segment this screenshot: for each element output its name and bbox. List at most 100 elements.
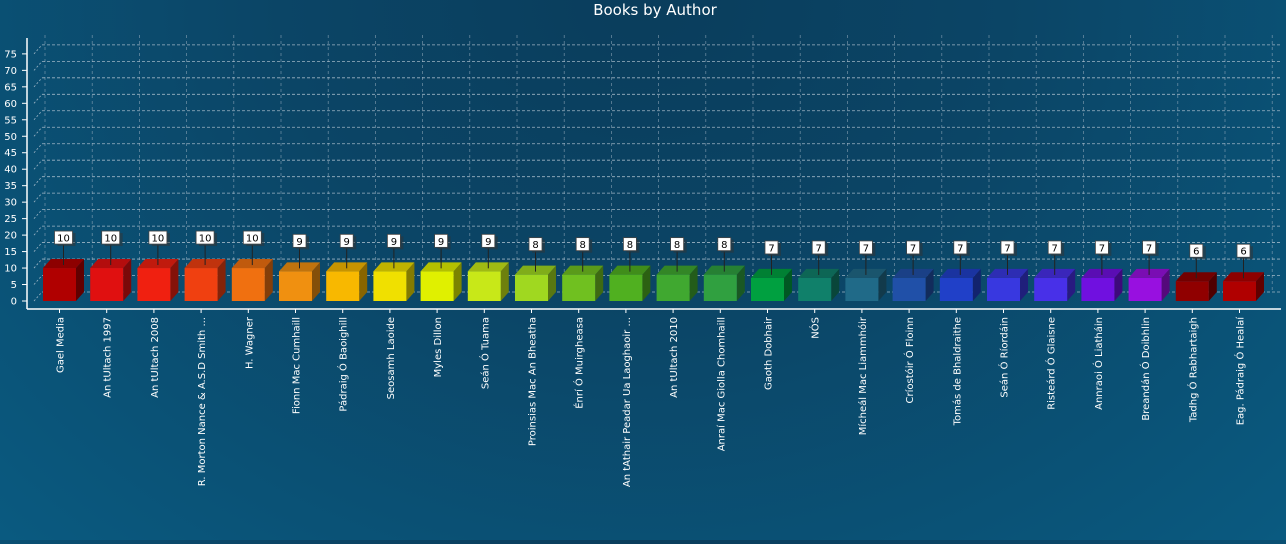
grid-depth-line xyxy=(33,143,43,153)
data-label-box xyxy=(292,233,307,248)
bar xyxy=(703,274,737,301)
data-label: 7 xyxy=(910,243,916,254)
grid-depth-line xyxy=(33,61,43,71)
data-label-box xyxy=(906,240,920,255)
data-label-box xyxy=(670,237,684,252)
bar xyxy=(1175,281,1209,301)
x-tick-label: Breandán Ó Doibhlin xyxy=(1139,317,1152,421)
x-tick-label: Risteárd Ó Glaisne xyxy=(1045,317,1058,410)
bar-side xyxy=(972,268,981,301)
bar-side xyxy=(642,265,651,301)
data-label-box xyxy=(1095,240,1109,255)
data-label-box xyxy=(859,240,873,255)
bar-side xyxy=(406,262,415,301)
data-label-box xyxy=(1142,240,1156,255)
x-tick-label: Anraí Mac Giolla Chomhaill xyxy=(715,317,727,451)
bar xyxy=(90,268,124,301)
axes: 0 5 10 15 20 25 30 35 40 45 50 55 60 65 70 75 xyxy=(4,38,1281,310)
data-label-box xyxy=(1189,243,1204,258)
data-label-box xyxy=(101,230,121,245)
data-label-box xyxy=(623,237,637,252)
bar-side xyxy=(925,268,934,301)
data-label: 8 xyxy=(532,240,538,251)
data-label-box xyxy=(242,230,262,245)
bar-side xyxy=(1067,268,1076,301)
x-tick-label: An tAthair Peadar Ua Laoghaoir ... xyxy=(622,317,633,487)
bar-side xyxy=(831,268,840,301)
bar xyxy=(562,274,596,301)
x-tick-labels: Gael Media An tUltach 1997 An tUltach 2008… xyxy=(56,309,1247,487)
bar-side xyxy=(312,262,320,301)
data-label: 7 xyxy=(816,243,822,254)
bar xyxy=(184,268,218,301)
x-tick-label: An tUltach 1997 xyxy=(103,317,114,398)
grid-depth-line xyxy=(33,275,43,285)
bar-side xyxy=(217,259,226,301)
y-tick-label: 65 xyxy=(4,82,17,93)
data-label: 7 xyxy=(1099,243,1105,254)
x-tick-label: Fionn Mac Cumhaill xyxy=(292,317,303,414)
x-tick-label: Myles Dillon xyxy=(433,317,444,377)
bar-side xyxy=(1020,268,1028,301)
data-label: 8 xyxy=(721,240,727,251)
bar-side xyxy=(453,262,462,301)
grid-depth-line xyxy=(33,225,43,236)
data-label: 8 xyxy=(580,240,586,251)
bar-side xyxy=(736,265,745,301)
data-label: 10 xyxy=(199,234,212,245)
bar xyxy=(467,271,501,301)
bar xyxy=(137,268,171,301)
x-tick-label: Proinsias Mac An Bheatha xyxy=(528,317,539,446)
bar-side xyxy=(123,259,132,301)
y-tick-label: 55 xyxy=(4,115,17,126)
data-label: 10 xyxy=(246,234,259,245)
data-label: 7 xyxy=(768,243,774,254)
x-tick-label: Seán Ó Ríordáin xyxy=(998,317,1011,398)
data-label-box xyxy=(717,237,732,252)
grid-depth-line xyxy=(33,242,43,252)
bar-side xyxy=(170,259,179,301)
y-tick-label: 20 xyxy=(4,231,17,242)
data-label: 6 xyxy=(1240,247,1246,258)
chart-title: Books by Author xyxy=(593,1,717,19)
data-label: 7 xyxy=(957,243,963,254)
x-tick-label: Seosamh Laoide xyxy=(386,317,397,399)
y-tick-label: 45 xyxy=(4,148,17,159)
grid-depth-line xyxy=(33,77,43,88)
y-tick-label: 30 xyxy=(4,198,17,209)
data-label-box xyxy=(528,237,543,252)
data-label: 9 xyxy=(485,237,491,248)
grid-depth-line xyxy=(33,44,43,55)
data-label: 10 xyxy=(152,234,165,245)
x-tick-label: An tUltach 2008 xyxy=(150,317,161,398)
bar xyxy=(798,277,832,301)
bar-side xyxy=(548,265,556,301)
data-label-box xyxy=(764,240,779,255)
grid-depth-line xyxy=(33,159,43,170)
bar-side xyxy=(1208,272,1217,301)
bar xyxy=(656,274,690,301)
grid-depth-line xyxy=(33,94,43,104)
data-label-box xyxy=(54,230,73,245)
x-tick-label: R. Morton Nance & A.S.D Smith ... xyxy=(197,317,208,486)
grid-depth-line xyxy=(33,209,43,219)
y-tick-label: 50 xyxy=(4,132,17,143)
data-label: 9 xyxy=(391,237,397,248)
bar xyxy=(1223,281,1256,301)
grid-depth-line xyxy=(33,258,43,269)
bar xyxy=(1034,277,1068,301)
data-label: 10 xyxy=(57,234,70,245)
data-label-box xyxy=(575,237,590,252)
bar xyxy=(279,271,312,301)
data-label-box xyxy=(195,230,215,245)
data-label: 7 xyxy=(1004,243,1010,254)
x-tick-label: Tadhg Ó Rabhartaigh xyxy=(1186,317,1199,423)
bar xyxy=(420,271,454,301)
data-label: 8 xyxy=(627,240,633,251)
y-tick-label: 75 xyxy=(4,49,17,60)
x-tick-label: Mícheál Mac Liammhóir xyxy=(857,316,869,435)
bar xyxy=(373,271,407,301)
x-tick-label: Críostóir Ó Floinn xyxy=(903,317,916,403)
